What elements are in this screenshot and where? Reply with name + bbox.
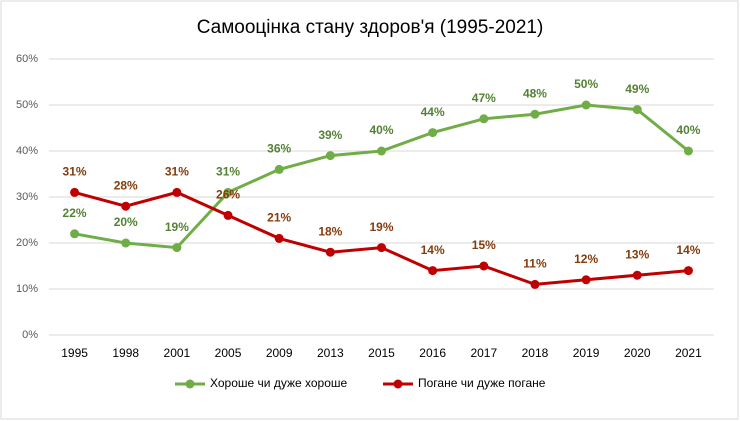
legend-marker (393, 379, 403, 389)
data-label: 48% (523, 86, 547, 100)
data-point (479, 261, 489, 271)
data-point (683, 266, 693, 276)
data-point (325, 151, 335, 161)
data-point (581, 100, 591, 110)
y-tick-label: 30% (16, 191, 38, 203)
data-label: 39% (318, 128, 342, 142)
x-tick-label: 2016 (419, 346, 446, 360)
data-label: 18% (318, 224, 342, 238)
data-point (274, 164, 284, 174)
data-label: 20% (114, 215, 138, 229)
data-point (70, 229, 80, 239)
data-point (121, 238, 131, 248)
data-label: 15% (472, 238, 496, 252)
x-tick-label: 2021 (675, 346, 702, 360)
data-label: 49% (625, 82, 649, 96)
data-label: 13% (625, 247, 649, 261)
x-tick-label: 2005 (215, 346, 242, 360)
y-tick-label: 40% (16, 145, 38, 157)
legend-label: Погане чи дуже погане (418, 376, 546, 390)
data-point (479, 114, 489, 124)
data-point (377, 146, 386, 156)
data-point (223, 210, 233, 220)
data-label: 31% (216, 165, 240, 179)
data-label: 47% (472, 91, 496, 105)
data-point (274, 233, 284, 243)
data-label: 31% (165, 165, 189, 179)
data-label: 19% (369, 220, 393, 234)
data-label: 14% (421, 243, 445, 257)
data-label: 22% (63, 206, 87, 220)
data-label: 19% (165, 220, 189, 234)
x-tick-label: 2001 (164, 346, 191, 360)
x-tick-label: 2009 (266, 346, 293, 360)
data-label: 44% (421, 105, 445, 119)
data-label: 40% (676, 123, 700, 137)
y-tick-label: 0% (22, 329, 38, 341)
x-tick-label: 2018 (522, 346, 549, 360)
data-point (581, 275, 591, 285)
data-point (428, 128, 438, 138)
data-label: 50% (574, 77, 598, 91)
data-point (632, 270, 642, 280)
data-label: 36% (267, 142, 291, 156)
x-tick-label: 2020 (624, 346, 651, 360)
data-point (683, 146, 693, 156)
data-point (530, 279, 540, 289)
data-point (377, 243, 386, 253)
data-point (325, 247, 335, 257)
data-point (70, 187, 80, 197)
x-tick-label: 2013 (317, 346, 344, 360)
data-label: 21% (267, 211, 291, 225)
data-point (172, 243, 182, 253)
data-point (632, 105, 642, 115)
data-label: 28% (114, 178, 138, 192)
data-point (121, 201, 131, 211)
data-label: 14% (676, 243, 700, 257)
x-tick-label: 1995 (61, 346, 88, 360)
data-label: 11% (523, 257, 547, 271)
data-point (530, 109, 540, 119)
legend-label: Хороше чи дуже хороше (210, 376, 348, 390)
y-tick-label: 10% (16, 283, 38, 295)
data-point (223, 187, 233, 197)
y-tick-label: 20% (16, 237, 38, 249)
x-tick-label: 1998 (112, 346, 139, 360)
legend-marker (185, 379, 195, 389)
y-tick-label: 50% (16, 99, 38, 111)
x-tick-label: 2017 (470, 346, 497, 360)
x-tick-label: 2015 (368, 346, 395, 360)
y-tick-label: 60% (16, 53, 38, 65)
x-tick-label: 2019 (573, 346, 600, 360)
data-label: 31% (63, 165, 87, 179)
chart-title: Самооцінка стану здоров'я (1995-2021) (197, 17, 544, 38)
data-label: 40% (369, 123, 393, 137)
data-point (428, 266, 438, 276)
data-point (172, 187, 182, 197)
data-label: 26% (216, 188, 240, 202)
data-label: 12% (574, 252, 598, 266)
